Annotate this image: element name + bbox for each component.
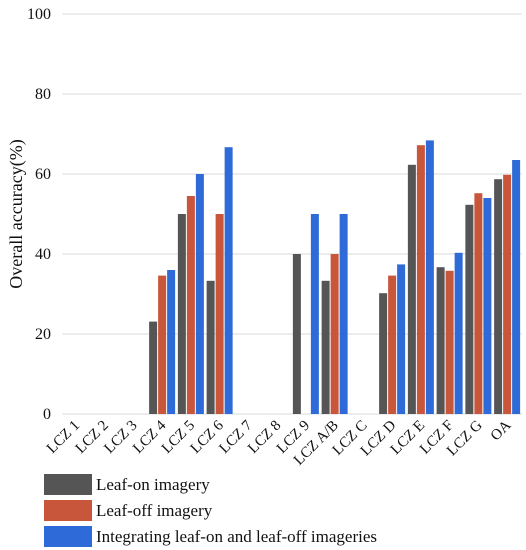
bar	[503, 174, 512, 414]
bar	[177, 214, 186, 414]
gridlines	[62, 13, 522, 415]
bar	[339, 214, 348, 414]
bar	[206, 280, 215, 414]
y-axis-ticks: 0 20 40 60 80 100	[27, 6, 51, 423]
bar	[512, 160, 521, 414]
x-category-label: OA	[488, 417, 515, 444]
bar	[454, 252, 463, 414]
bar	[465, 204, 474, 414]
bar	[474, 193, 483, 414]
y-axis-label: Overall accuracy(%)	[6, 139, 27, 288]
bar	[215, 214, 224, 414]
bar	[292, 254, 301, 414]
bar	[149, 321, 158, 414]
legend-swatch	[44, 500, 92, 521]
legend-swatch	[44, 526, 92, 547]
bar	[195, 174, 204, 414]
bar	[436, 267, 445, 414]
bar	[310, 214, 319, 414]
bar	[186, 196, 195, 414]
bar	[416, 145, 425, 414]
bar	[321, 280, 330, 414]
y-tick-label: 20	[35, 326, 51, 343]
bars	[149, 140, 521, 414]
bar	[158, 275, 167, 414]
bar	[494, 179, 503, 414]
y-tick-label: 60	[35, 166, 51, 183]
y-tick-label: 40	[35, 246, 51, 263]
bar	[379, 293, 388, 414]
bar	[167, 270, 176, 414]
bar	[224, 147, 233, 414]
legend-label: Leaf-off imagery	[96, 501, 213, 520]
legend-label: Leaf-on imagery	[96, 475, 210, 494]
bar	[407, 164, 416, 414]
bar	[388, 275, 397, 414]
y-tick-label: 0	[43, 406, 51, 423]
bar	[330, 254, 339, 414]
bar	[425, 140, 434, 414]
y-tick-label: 80	[35, 86, 51, 103]
y-tick-label: 100	[27, 6, 51, 23]
legend-label: Integrating leaf-on and leaf-off imageri…	[96, 527, 377, 546]
bar	[483, 198, 492, 414]
bar	[397, 264, 406, 414]
legend: Leaf-on imagery Leaf-off imagery Integrati…	[44, 474, 377, 547]
legend-swatch	[44, 474, 92, 495]
bar	[445, 270, 454, 414]
